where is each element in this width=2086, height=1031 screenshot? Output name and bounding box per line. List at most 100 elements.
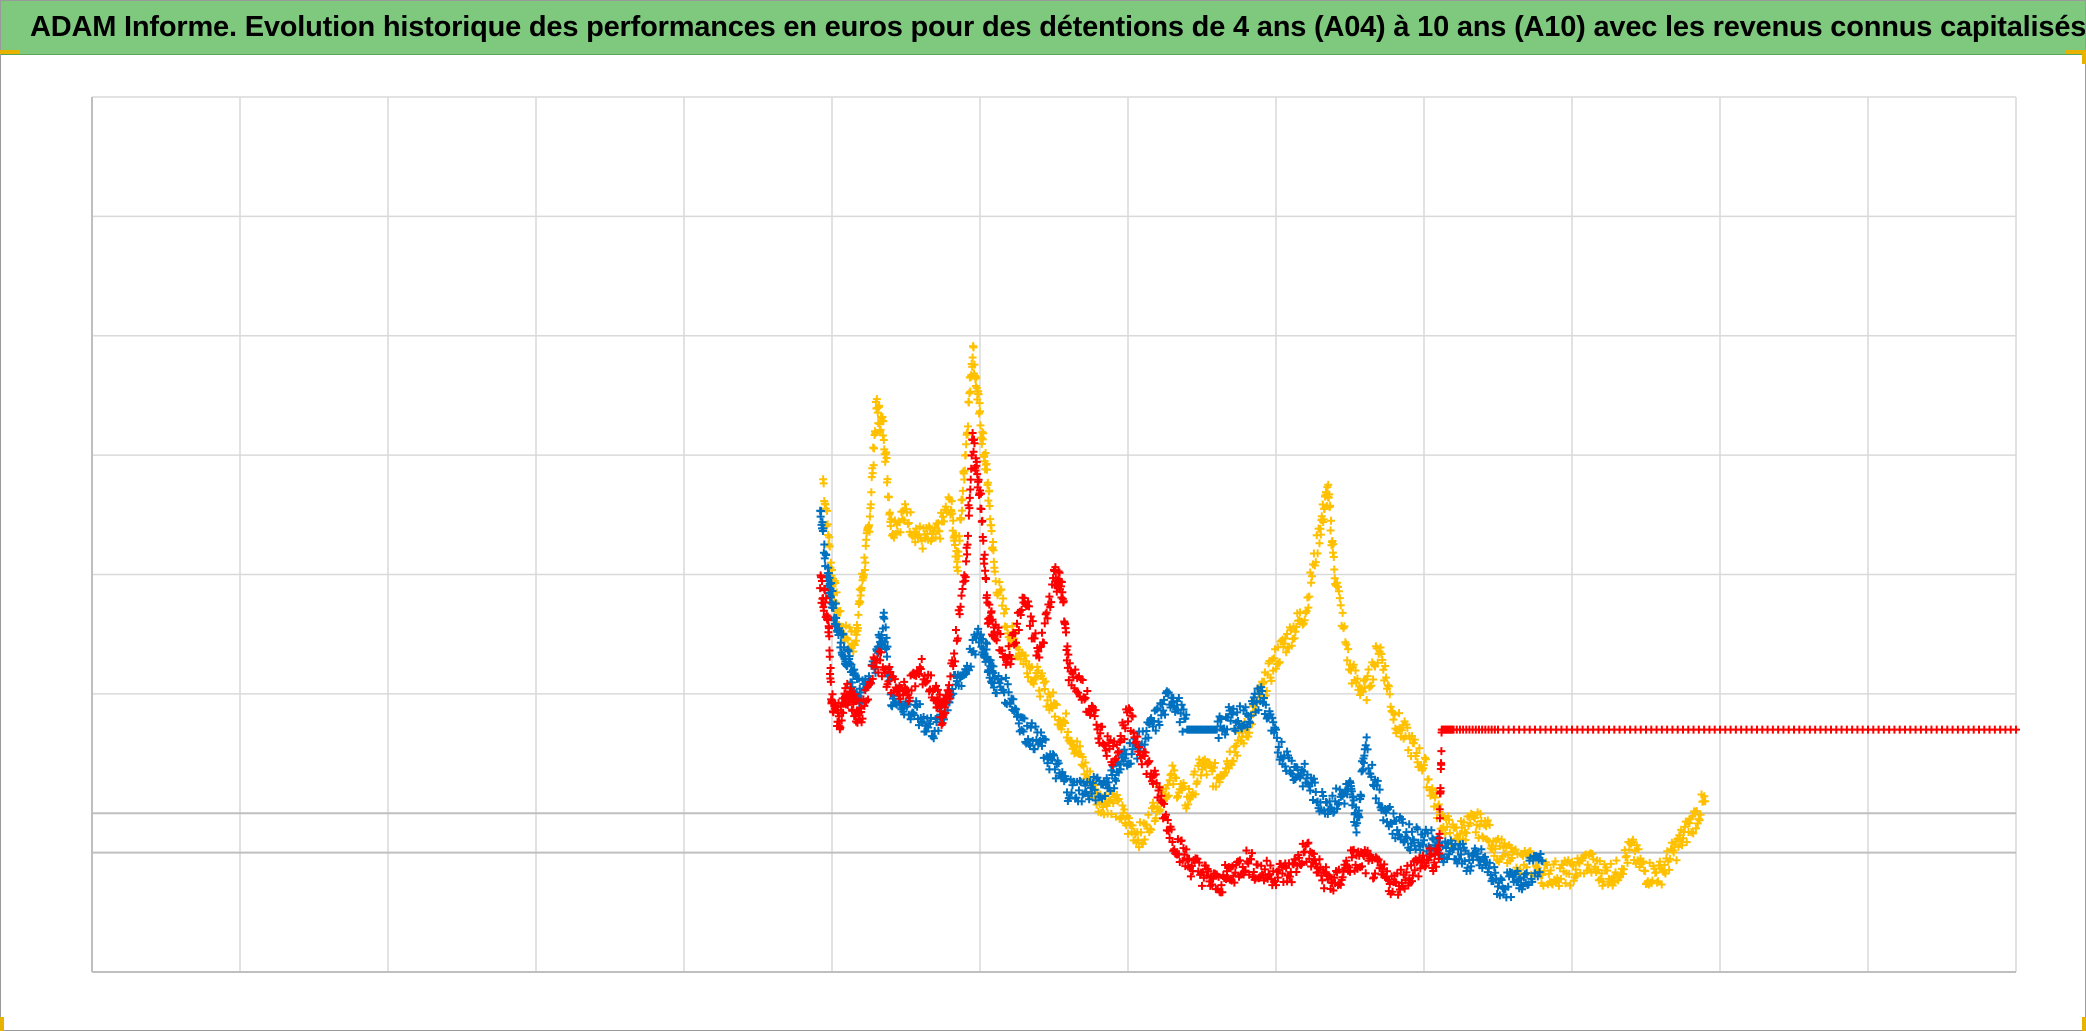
data-point	[936, 534, 945, 543]
data-point	[906, 508, 915, 517]
resize-handle-bottom-left[interactable]	[0, 1017, 4, 1031]
data-point	[970, 360, 979, 369]
data-point	[1245, 728, 1254, 737]
data-point	[974, 390, 983, 399]
data-point	[869, 461, 878, 470]
data-point	[983, 478, 992, 487]
data-point	[1140, 835, 1149, 844]
data-point	[871, 429, 880, 438]
data-point	[985, 486, 994, 495]
data-point	[1144, 810, 1153, 819]
resize-handle-bottom-right[interactable]	[2082, 1017, 2086, 1031]
data-point	[868, 469, 877, 478]
data-point	[951, 541, 960, 550]
data-point	[962, 440, 971, 449]
data-point	[856, 598, 865, 607]
data-point	[1040, 685, 1049, 694]
data-point	[884, 493, 893, 502]
series-0	[819, 342, 1710, 890]
data-point	[984, 496, 993, 505]
data-point	[825, 533, 834, 542]
data-point	[1075, 742, 1084, 751]
data-point	[885, 508, 894, 517]
data-point	[1114, 794, 1123, 803]
data-point	[1164, 791, 1173, 800]
data-point	[881, 457, 890, 466]
data-point	[843, 635, 852, 644]
data-point	[825, 542, 834, 551]
data-point	[1062, 709, 1071, 718]
data-point	[997, 585, 1006, 594]
data-point	[865, 512, 874, 521]
data-point	[1000, 609, 1009, 618]
data-point	[875, 401, 884, 410]
data-point	[1117, 813, 1126, 822]
data-point	[918, 544, 927, 553]
data-point	[876, 425, 885, 434]
data-point	[861, 558, 870, 567]
data-point	[1191, 790, 1200, 799]
data-point	[836, 606, 845, 615]
chart-title-bar: ADAM Informe. Evolution historique des p…	[0, 0, 2086, 55]
data-point	[1136, 828, 1145, 837]
data-point	[989, 546, 998, 555]
data-point	[960, 466, 969, 475]
data-point	[957, 506, 966, 515]
data-point	[963, 422, 972, 431]
data-point	[1232, 741, 1241, 750]
data-point	[857, 584, 866, 593]
data-point	[872, 395, 881, 404]
data-point	[1107, 809, 1116, 818]
data-point	[1036, 692, 1045, 701]
data-point	[976, 407, 984, 416]
data-point	[1267, 676, 1276, 685]
data-point	[935, 527, 944, 536]
data-point	[886, 522, 895, 531]
data-point	[987, 526, 996, 535]
data-point	[1184, 800, 1193, 809]
data-point	[1168, 761, 1177, 770]
data-point	[1156, 805, 1165, 814]
data-point	[1239, 739, 1248, 748]
data-point	[1170, 766, 1179, 775]
data-point	[867, 488, 876, 497]
data-point	[988, 538, 997, 547]
data-point	[1180, 782, 1189, 791]
data-point	[948, 526, 957, 535]
data-point	[879, 417, 888, 426]
data-point	[947, 497, 956, 506]
data-point	[948, 509, 957, 518]
resize-handle-right-top[interactable]	[2082, 54, 2086, 64]
data-point	[1120, 805, 1129, 814]
data-point	[966, 387, 975, 396]
data-point	[949, 516, 958, 525]
data-point	[832, 588, 841, 597]
data-point	[1052, 700, 1061, 709]
data-point	[958, 486, 967, 495]
data-point	[955, 536, 964, 545]
data-point	[964, 398, 973, 407]
data-point	[957, 514, 966, 523]
data-point	[1061, 718, 1070, 727]
resize-handle-top-left[interactable]	[0, 50, 20, 54]
data-point	[879, 435, 888, 444]
data-point	[1041, 677, 1050, 686]
data-point	[1124, 829, 1132, 838]
data-point	[860, 565, 869, 574]
data-point	[1202, 770, 1211, 779]
data-point	[883, 475, 892, 484]
data-point	[1138, 839, 1147, 848]
data-point	[904, 518, 913, 527]
data-point	[911, 538, 920, 547]
data-point	[882, 454, 891, 463]
data-point	[1022, 657, 1031, 666]
data-point	[1215, 778, 1224, 787]
data-point	[953, 557, 962, 566]
data-point	[969, 343, 978, 352]
data-point	[999, 594, 1008, 603]
data-point	[975, 399, 984, 408]
data-point	[931, 533, 940, 542]
data-point	[1259, 677, 1268, 686]
